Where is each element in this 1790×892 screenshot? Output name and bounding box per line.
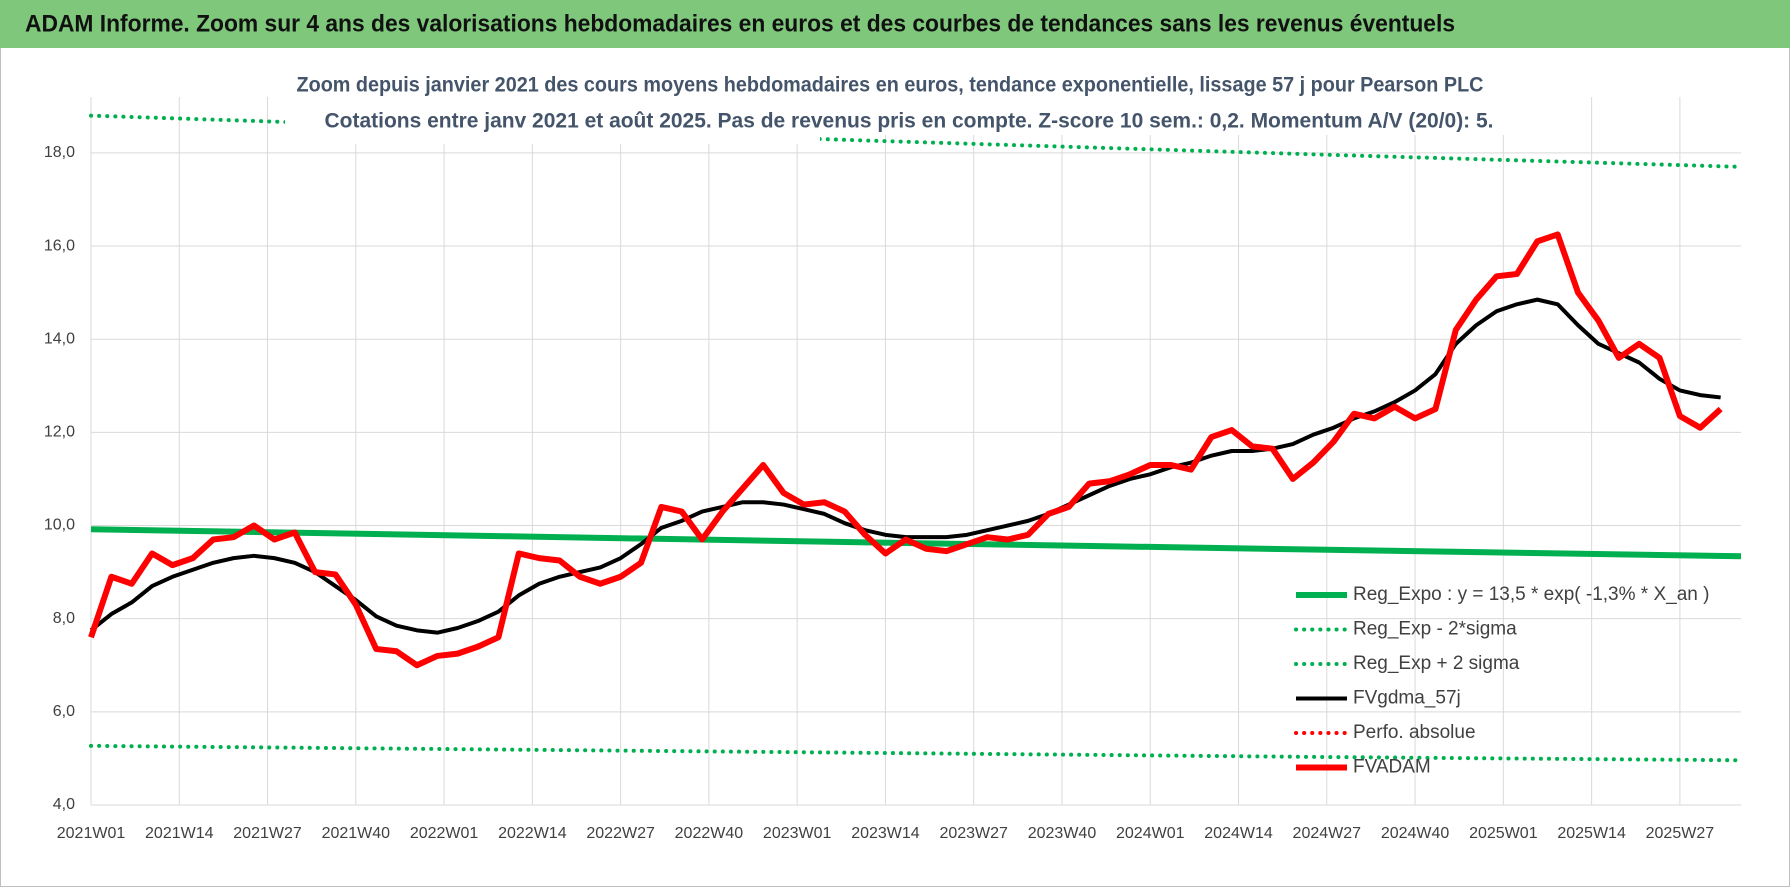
series-line <box>89 743 1743 763</box>
x-tick-label: 2024W27 <box>1293 825 1362 842</box>
subtitle: Cotations entre janv 2021 et août 2025. … <box>325 110 1494 133</box>
x-tick-label: 2021W40 <box>322 825 391 842</box>
legend-label: FVgdma_57j <box>1353 688 1461 709</box>
y-tick-label: 12,0 <box>44 424 75 441</box>
legend-label: Reg_Expo : y = 13,5 * exp( -1,3% * X_an … <box>1353 584 1709 605</box>
legend-label: Reg_Exp - 2*sigma <box>1353 619 1517 640</box>
title-cover <box>285 66 1507 144</box>
x-tick-label: 2021W01 <box>57 825 126 842</box>
x-tick-label: 2021W14 <box>145 825 214 842</box>
x-tick-label: 2022W01 <box>410 825 479 842</box>
x-tick-label: 2025W01 <box>1469 825 1538 842</box>
x-tick-label: 2022W27 <box>586 825 655 842</box>
header-bar <box>0 0 1790 48</box>
cover <box>285 66 820 144</box>
x-tick-label: 2022W14 <box>498 825 567 842</box>
x-tick-label: 2023W27 <box>939 825 1008 842</box>
y-tick-label: 8,0 <box>53 610 75 627</box>
y-tick-label: 14,0 <box>44 330 75 347</box>
x-tick-label: 2024W14 <box>1204 825 1273 842</box>
legend-label: Perfo. absolue <box>1353 722 1476 743</box>
header-title: ADAM Informe. Zoom sur 4 ans des valoris… <box>25 10 1455 37</box>
y-tick-label: 18,0 <box>44 144 75 161</box>
x-tick-label: 2023W40 <box>1028 825 1097 842</box>
legend-label: Reg_Exp + 2 sigma <box>1353 653 1520 674</box>
legend-label: FVADAM <box>1353 757 1431 778</box>
x-tick-label: 2023W01 <box>763 825 832 842</box>
y-tick-label: 16,0 <box>44 237 75 254</box>
series-line <box>88 231 1723 669</box>
x-tick-label: 2025W14 <box>1557 825 1626 842</box>
x-tick-label: 2022W40 <box>675 825 744 842</box>
x-tick-label: 2024W40 <box>1381 825 1450 842</box>
legend: Reg_Expo : y = 13,5 * exp( -1,3% * X_an … <box>1294 584 1709 778</box>
y-tick-label: 6,0 <box>53 703 75 720</box>
x-tick-label: 2025W27 <box>1646 825 1715 842</box>
x-tick-label: 2021W27 <box>233 825 302 842</box>
cover <box>820 66 1507 135</box>
x-tick-label: 2023W14 <box>851 825 920 842</box>
y-tick-label: 10,0 <box>44 517 75 534</box>
y-tick-label: 4,0 <box>53 796 75 813</box>
x-tick-label: 2024W01 <box>1116 825 1185 842</box>
subtitle: Zoom depuis janvier 2021 des cours moyen… <box>297 74 1484 97</box>
